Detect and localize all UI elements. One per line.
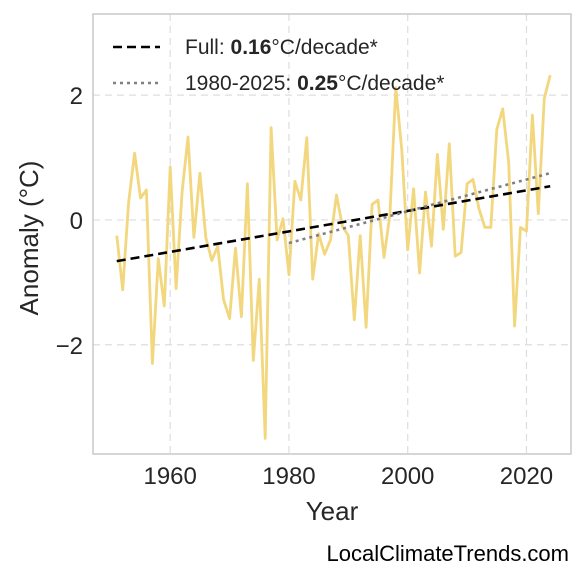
trend-lines	[116, 171, 551, 263]
trend-line-recent	[288, 171, 551, 245]
anomaly-series	[115, 74, 552, 440]
anomaly-line	[115, 74, 552, 440]
y-tick-label: 2	[70, 83, 83, 110]
y-tick-label: −2	[56, 333, 83, 360]
y-tick-label: 0	[70, 208, 83, 235]
y-axis-label: Anomaly (°C)	[14, 161, 44, 316]
watermark-text: LocalClimateTrends.com	[327, 541, 570, 566]
x-tick-label: 2000	[381, 463, 434, 490]
legend-entry-label: 1980-2025: 0.25°C/decade*	[185, 72, 444, 95]
x-tick-label: 1960	[143, 463, 196, 490]
trend-line-full	[116, 184, 551, 263]
x-tick-label: 2020	[500, 463, 553, 490]
x-axis-label: Year	[306, 496, 359, 526]
legend: Full: 0.16°C/decade* 1980-2025: 0.25°C/de…	[113, 36, 444, 95]
y-axis-ticks: 2 0 −2	[56, 83, 83, 360]
plot-frame	[92, 13, 572, 455]
legend-entry-label: Full: 0.16°C/decade*	[185, 36, 378, 59]
x-axis-ticks: 1960 1980 2000 2020	[143, 463, 553, 490]
x-tick-label: 1980	[262, 463, 315, 490]
